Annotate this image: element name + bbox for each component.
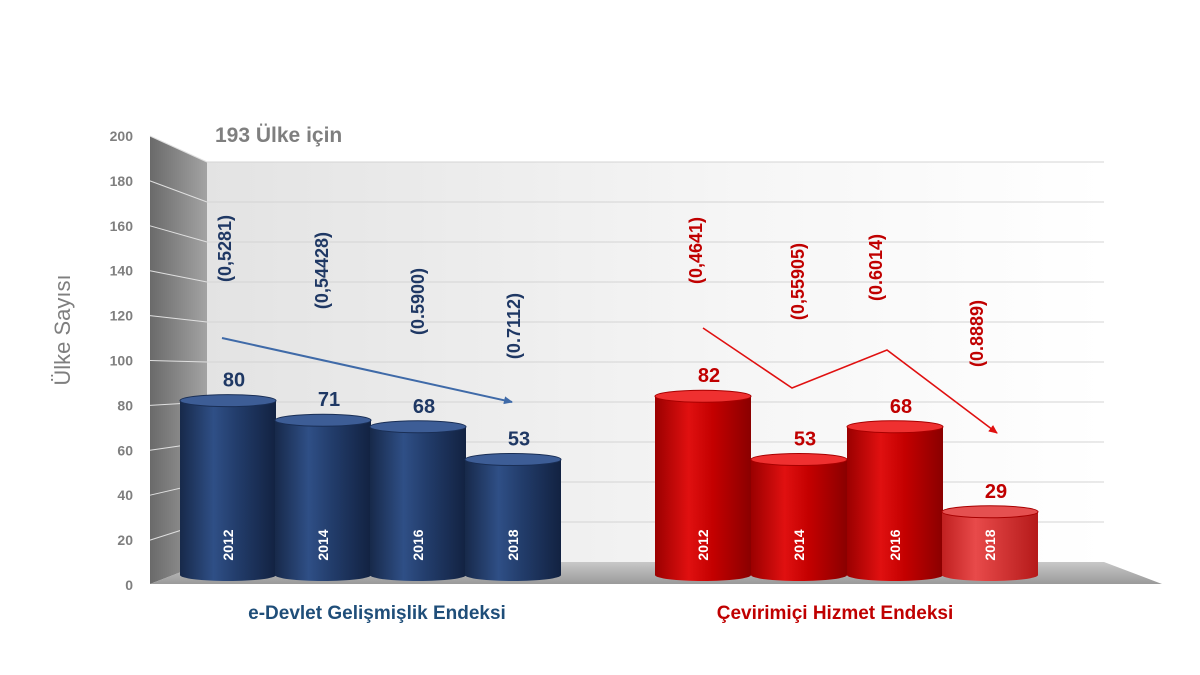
value-label-0-2016: 68 [413,396,435,418]
year-label-1-2016: 2016 [887,529,903,560]
index-label-0-2016: (0.5900) [408,268,428,335]
bar-0-2014 [275,420,371,581]
y-tick-100: 100 [110,353,134,369]
index-label-1-2014: (0,55905) [788,243,808,320]
gridline-side-200 [149,135,208,163]
y-tick-120: 120 [110,308,134,324]
gridline-side-180 [149,180,208,203]
bar-1-2014 [751,459,847,581]
value-label-1-2014: 53 [794,428,816,450]
bar-0-2012 [180,400,276,581]
year-label-0-2016: 2016 [410,529,426,560]
trend-arrow-e-devlet [221,337,513,405]
year-label-0-2012: 2012 [220,529,236,560]
trend-arrows [221,327,998,434]
category-label-e-devlet: e-Devlet Gelişmişlik Endeksi [248,603,506,624]
category-label-cevirimici: Çevirimiçi Hizmet Endeksi [717,603,954,624]
index-label-1-2012: (0,4641) [686,217,706,284]
y-tick-160: 160 [110,218,134,234]
bar-cap-0-2014 [274,413,372,427]
y-tick-140: 140 [110,263,134,279]
gridline-side-100 [149,360,208,363]
labels-layer: 2012 80 (0,5281) 2014 71 (0,54428) 2016 68 (0.59… [215,215,1007,561]
value-label-0-2012: 80 [223,370,245,392]
bar-cap-0-2016 [369,420,467,434]
value-label-0-2014: 71 [318,389,340,411]
bar-1-2012 [655,396,751,581]
y-axis-label: Ülke Sayısı [50,274,75,385]
chart-subtitle: 193 Ülke için [215,124,342,147]
index-label-0-2014: (0,54428) [312,232,332,309]
bars-layer [179,389,1039,581]
index-label-1-2016: (0.6014) [866,234,886,301]
y-tick-200: 200 [110,128,134,144]
y-tick-180: 180 [110,173,134,189]
bar-cap-0-2018 [464,452,562,466]
index-label-0-2012: (0,5281) [215,215,235,282]
bar-0-2016 [370,426,466,581]
year-label-1-2014: 2014 [791,529,807,560]
bar-1-2018 [942,511,1038,581]
y-tick-60: 60 [117,442,133,458]
year-label-1-2012: 2012 [695,529,711,560]
gridline-side-120 [149,315,208,323]
value-label-0-2018: 53 [508,428,530,450]
bar-cap-0-2012 [179,394,277,408]
y-tick-40: 40 [117,487,133,503]
index-label-1-2018: (0.8889) [967,300,987,367]
bar-1-2016 [847,426,943,581]
year-label-1-2018: 2018 [982,529,998,560]
trend-arrow-cevirimici [702,327,998,434]
index-label-0-2018: (0.7112) [504,293,524,359]
bar-cap-1-2012 [654,389,752,403]
value-label-1-2018: 29 [985,481,1007,503]
bar-0-2018 [465,459,561,581]
value-label-1-2012: 82 [698,365,720,387]
year-label-0-2018: 2018 [505,529,521,560]
bar-cap-1-2016 [846,420,944,434]
y-tick-80: 80 [117,397,133,413]
year-label-0-2014: 2014 [315,529,331,560]
y-axis-ticks: 0 20 40 60 80 100 120 140 160 180 200 [110,128,134,593]
bar-cap-1-2014 [750,452,848,466]
gridline-side-140 [149,270,208,283]
gridline-side-160 [149,225,208,243]
y-tick-0: 0 [125,577,133,593]
value-label-1-2016: 68 [890,396,912,418]
y-tick-20: 20 [117,532,133,548]
bar-cap-1-2018 [941,505,1039,519]
